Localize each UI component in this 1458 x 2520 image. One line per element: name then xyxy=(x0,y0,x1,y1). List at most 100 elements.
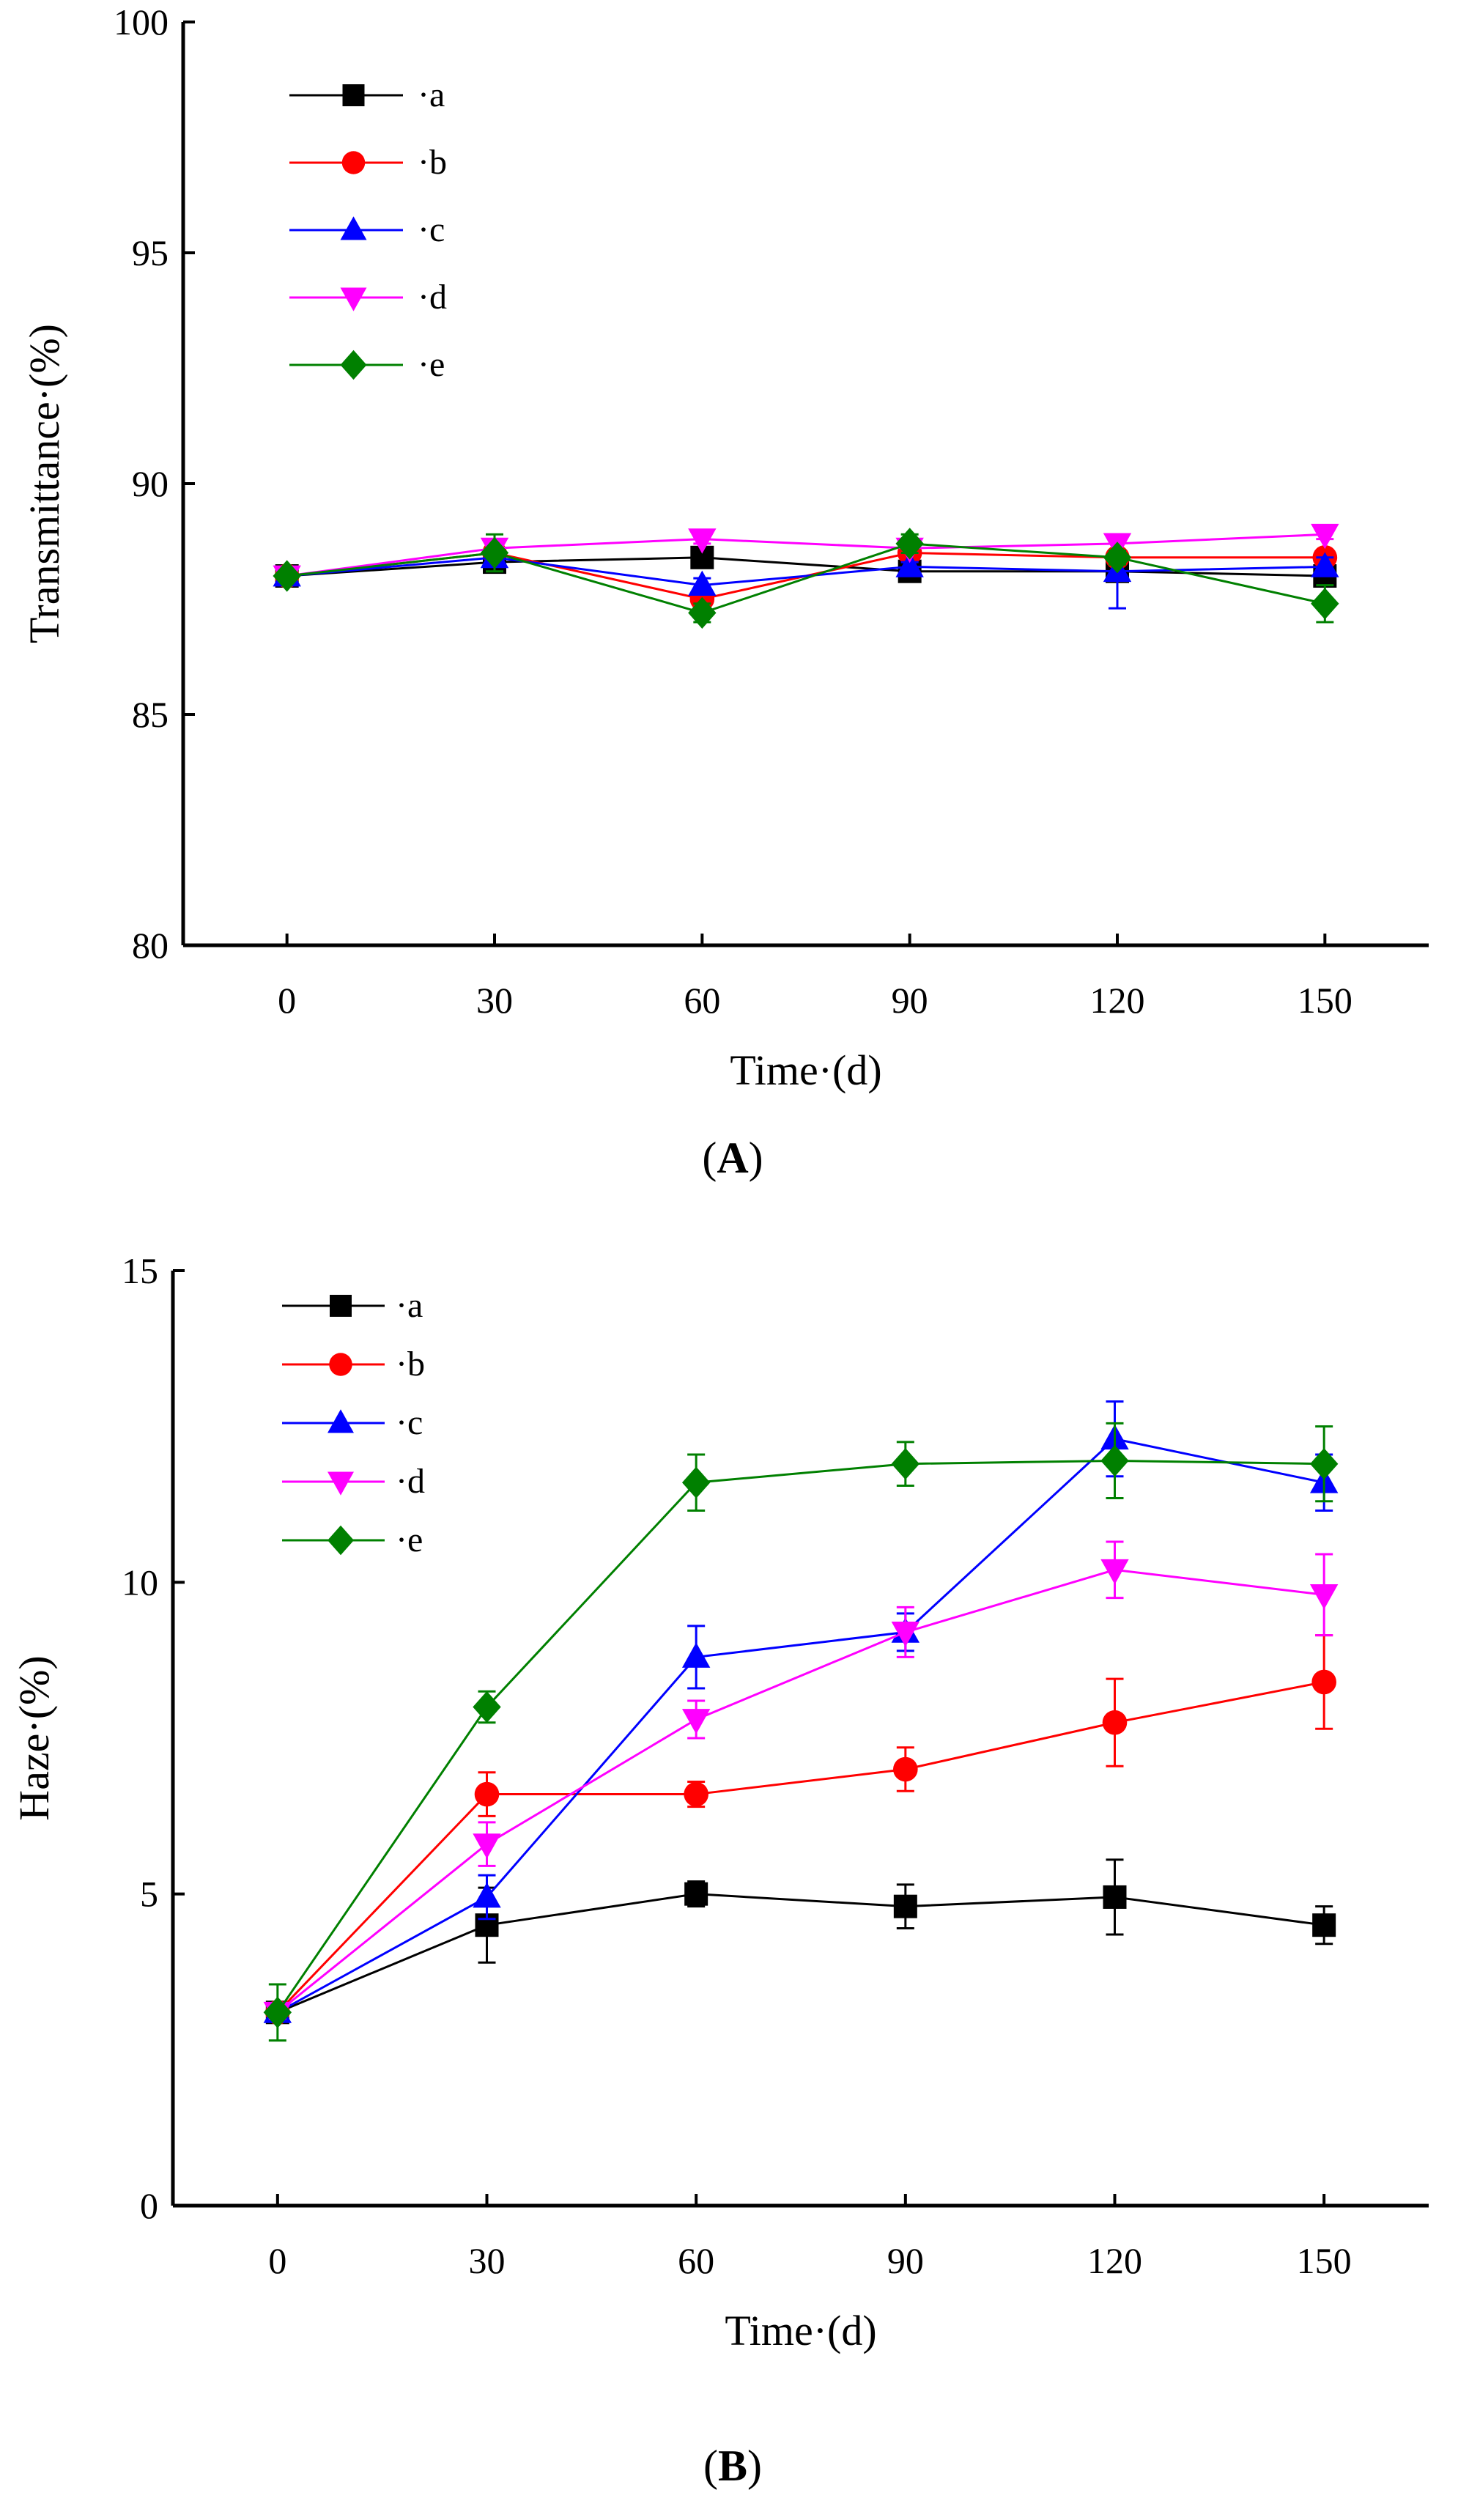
legend-label: ·b xyxy=(418,143,447,182)
legend-entry: ·e xyxy=(282,1521,423,1559)
data-point xyxy=(1311,588,1339,620)
series-a xyxy=(275,545,1337,588)
series-line xyxy=(276,1680,1325,2014)
data-point xyxy=(1309,1584,1339,1610)
y-tick-label: 10 xyxy=(122,1562,158,1603)
x-tick-label: 150 xyxy=(1297,2240,1352,2281)
data-point xyxy=(895,528,924,560)
data-point xyxy=(893,1756,918,1782)
data-point xyxy=(1312,1913,1336,1937)
y-axis-title: Haze·(%) xyxy=(10,1655,58,1820)
data-point xyxy=(1103,1885,1127,1909)
legend-marker xyxy=(329,1353,352,1376)
series-line xyxy=(286,533,1325,577)
legend-entry: ·d xyxy=(282,1462,425,1501)
legend-entry: ·b xyxy=(289,143,447,182)
data-point xyxy=(1103,542,1132,574)
panel-label: (A) xyxy=(702,1134,763,1182)
data-point xyxy=(473,1691,501,1723)
series-line xyxy=(286,542,1325,614)
data-point xyxy=(474,1781,500,1807)
x-axis-title: Time·(d) xyxy=(725,2307,876,2354)
data-point xyxy=(681,1466,711,1499)
x-tick-label: 150 xyxy=(1298,980,1352,1021)
legend-label: ·a xyxy=(418,75,445,114)
legend-entry: ·e xyxy=(289,345,445,384)
x-tick-label: 60 xyxy=(684,980,720,1021)
legend-label: ·e xyxy=(418,345,445,384)
series-line xyxy=(277,1438,1325,2014)
legend-marker xyxy=(342,84,365,106)
y-tick-label: 15 xyxy=(122,1250,158,1291)
legend-marker xyxy=(330,1295,352,1317)
y-tick-label: 100 xyxy=(114,1,169,43)
y-tick-label: 95 xyxy=(132,232,169,273)
x-tick-label: 0 xyxy=(268,2240,286,2281)
legend-label: ·b xyxy=(396,1345,425,1383)
x-tick-label: 120 xyxy=(1090,980,1145,1021)
legend-marker xyxy=(341,151,366,174)
data-point xyxy=(684,1882,708,1906)
data-point xyxy=(688,596,717,629)
y-tick-label: 90 xyxy=(132,463,169,504)
x-tick-label: 30 xyxy=(476,980,513,1021)
x-tick-label: 60 xyxy=(678,2240,714,2281)
legend-entry: ·a xyxy=(282,1286,423,1325)
y-tick-label: 80 xyxy=(132,925,169,966)
legend-label: ·a xyxy=(396,1286,423,1325)
x-tick-label: 30 xyxy=(469,2240,506,2281)
data-point xyxy=(473,1833,501,1859)
legend-entry: ·d xyxy=(289,278,447,317)
legend-marker xyxy=(328,1525,354,1556)
legend-label: ·c xyxy=(396,1403,423,1442)
data-point xyxy=(1100,1444,1129,1477)
legend-marker xyxy=(328,1471,354,1496)
legend-label: ·d xyxy=(418,278,447,317)
series-line xyxy=(277,1893,1325,2014)
x-axis-title: Time·(d) xyxy=(730,1046,881,1094)
data-point xyxy=(891,1621,920,1647)
series-line xyxy=(286,556,1325,577)
legend-marker xyxy=(340,350,367,380)
legend-marker xyxy=(340,287,367,311)
legend-marker xyxy=(340,216,367,240)
series-line xyxy=(286,556,1325,587)
x-tick-label: 90 xyxy=(887,2240,924,2281)
data-point xyxy=(1311,523,1339,550)
x-tick-label: 120 xyxy=(1087,2240,1142,2281)
data-point xyxy=(895,552,924,577)
data-point xyxy=(1311,1669,1336,1695)
y-tick-label: 85 xyxy=(132,694,169,735)
x-tick-label: 90 xyxy=(892,980,928,1021)
data-point xyxy=(273,560,301,592)
panel-label: (B) xyxy=(703,2442,762,2490)
y-tick-label: 0 xyxy=(140,2185,158,2226)
y-tick-label: 5 xyxy=(140,1874,158,1915)
legend-entry: ·a xyxy=(289,75,445,114)
legend-entry: ·c xyxy=(282,1403,423,1442)
data-point xyxy=(1309,1448,1339,1480)
x-tick-label: 0 xyxy=(278,980,296,1021)
legend-label: ·c xyxy=(418,210,445,249)
legend-entry: ·c xyxy=(289,210,445,249)
data-point xyxy=(684,1781,708,1807)
data-point xyxy=(688,528,717,554)
data-point xyxy=(688,570,717,596)
series-b xyxy=(265,1634,1336,2025)
legend-entry: ·b xyxy=(282,1345,425,1383)
data-point xyxy=(1100,1559,1129,1585)
data-point xyxy=(1311,552,1339,577)
series-line xyxy=(276,1459,1325,2014)
series-line xyxy=(276,1568,1325,2014)
data-point xyxy=(681,1709,711,1734)
y-axis-title: Transmittance·(%) xyxy=(21,324,68,643)
data-point xyxy=(473,1882,501,1908)
series-e xyxy=(273,528,1339,629)
data-point xyxy=(681,1642,711,1668)
legend-marker xyxy=(328,1409,354,1433)
panel-a-transmittance-chart: 80 85 90 95 100 0 30 60 90 120 150 Time·(d) Transmit… xyxy=(21,1,1429,1182)
data-point xyxy=(263,1996,292,2028)
series-d xyxy=(263,1540,1339,2028)
